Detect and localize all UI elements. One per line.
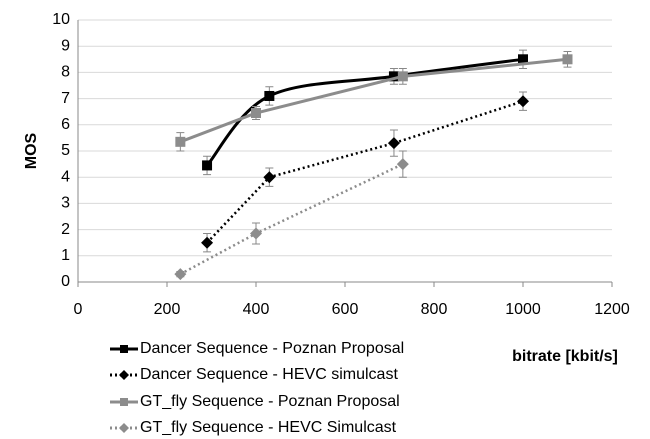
series-line bbox=[206, 100, 524, 244]
x-tick-label: 400 bbox=[243, 301, 270, 318]
marker bbox=[264, 90, 275, 101]
y-tick-label: 8 bbox=[61, 64, 70, 81]
legend-label: GT_fly Sequence - HEVC Simulcast bbox=[140, 419, 397, 436]
x-tick-label: 200 bbox=[154, 301, 181, 318]
marker bbox=[202, 160, 213, 171]
y-tick-label: 3 bbox=[61, 195, 70, 212]
marker bbox=[175, 136, 186, 147]
marker bbox=[518, 54, 528, 65]
series-line bbox=[205, 57, 524, 167]
marker bbox=[120, 398, 128, 406]
marker bbox=[119, 423, 129, 433]
marker bbox=[120, 345, 128, 353]
y-axis-label: MOS bbox=[23, 132, 40, 169]
y-tick-label: 4 bbox=[61, 168, 70, 185]
x-tick-label: 1200 bbox=[594, 301, 630, 318]
marker bbox=[250, 227, 262, 240]
y-tick-label: 0 bbox=[61, 273, 70, 290]
y-tick-label: 2 bbox=[61, 221, 70, 238]
legend-label: Dancer Sequence - HEVC simulcast bbox=[140, 366, 398, 383]
marker bbox=[263, 171, 276, 184]
y-tick-label: 5 bbox=[61, 142, 70, 159]
y-tick-label: 7 bbox=[61, 90, 70, 107]
marker bbox=[201, 236, 214, 249]
x-tick-label: 0 bbox=[74, 301, 83, 318]
y-tick-label: 10 bbox=[52, 11, 70, 28]
marker bbox=[562, 54, 573, 65]
marker bbox=[387, 137, 400, 150]
marker bbox=[396, 158, 409, 171]
y-tick-label: 6 bbox=[61, 116, 70, 133]
legend-label: GT_fly Sequence - Poznan Proposal bbox=[140, 393, 400, 410]
marker bbox=[119, 370, 129, 380]
x-axis-label: bitrate [kbit/s] bbox=[512, 348, 618, 365]
marker bbox=[388, 71, 399, 82]
series-line bbox=[179, 162, 404, 276]
x-tick-label: 800 bbox=[421, 301, 448, 318]
marker bbox=[397, 71, 408, 82]
marker bbox=[517, 95, 529, 108]
marker bbox=[174, 268, 187, 281]
y-tick-label: 1 bbox=[61, 247, 70, 264]
y-tick-label: 9 bbox=[61, 37, 70, 54]
x-tick-label: 1000 bbox=[505, 301, 541, 318]
legend-label: Dancer Sequence - Poznan Proposal bbox=[140, 340, 404, 357]
series-line bbox=[179, 57, 568, 144]
marker bbox=[251, 108, 261, 119]
x-tick-label: 600 bbox=[332, 301, 359, 318]
